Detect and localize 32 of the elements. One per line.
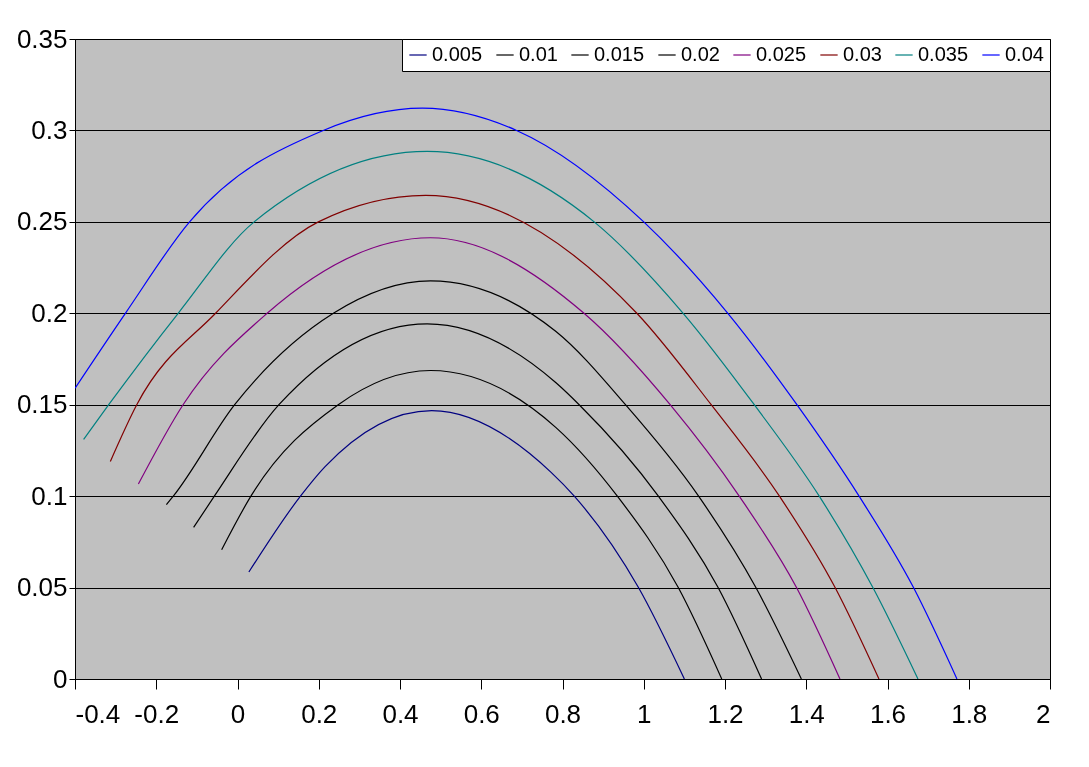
line-series — [248, 409, 685, 679]
line-series — [109, 194, 880, 679]
x-tick-label: 1.8 — [951, 698, 988, 729]
y-tick-label: 0.05 — [16, 572, 68, 603]
x-tick-label: 0 — [230, 698, 246, 729]
x-tick-label: 1.4 — [788, 698, 825, 729]
y-tick-label: 0.3 — [31, 114, 68, 145]
y-tick-label: 0.15 — [16, 389, 68, 420]
x-tick-label: 0.6 — [463, 698, 500, 729]
y-tick-label: 0 — [53, 663, 68, 694]
legend-label: 0.035 — [918, 43, 969, 65]
legend-label: 0.025 — [756, 43, 807, 65]
x-tick-label: 0.4 — [382, 698, 419, 729]
line-series — [137, 237, 841, 679]
x-tick-label: 1.6 — [869, 698, 907, 729]
y-tick-label: 0.2 — [31, 297, 68, 328]
x-tick-label: 1 — [637, 698, 652, 729]
y-tick-label: 0.35 — [16, 23, 68, 54]
x-tick-label: -0.2 — [134, 698, 180, 729]
y-tick-label: 0.25 — [16, 206, 68, 237]
y-tick-label: 0.1 — [31, 480, 68, 511]
x-tick-label: 0.8 — [544, 698, 582, 729]
legend-label: 0.01 — [519, 43, 558, 65]
x-tick-label: 2 — [1036, 698, 1051, 729]
legend-label: 0.04 — [1005, 43, 1044, 65]
legend-label: 0.005 — [432, 43, 483, 65]
legend-label: 0.02 — [681, 43, 720, 65]
legend-label: 0.03 — [843, 43, 882, 65]
legend-label: 0.015 — [594, 43, 645, 65]
x-tick-label: 0.2 — [301, 698, 338, 729]
x-tick-label: 1.2 — [707, 698, 744, 729]
x-tick-label: -0.4 — [75, 698, 121, 729]
